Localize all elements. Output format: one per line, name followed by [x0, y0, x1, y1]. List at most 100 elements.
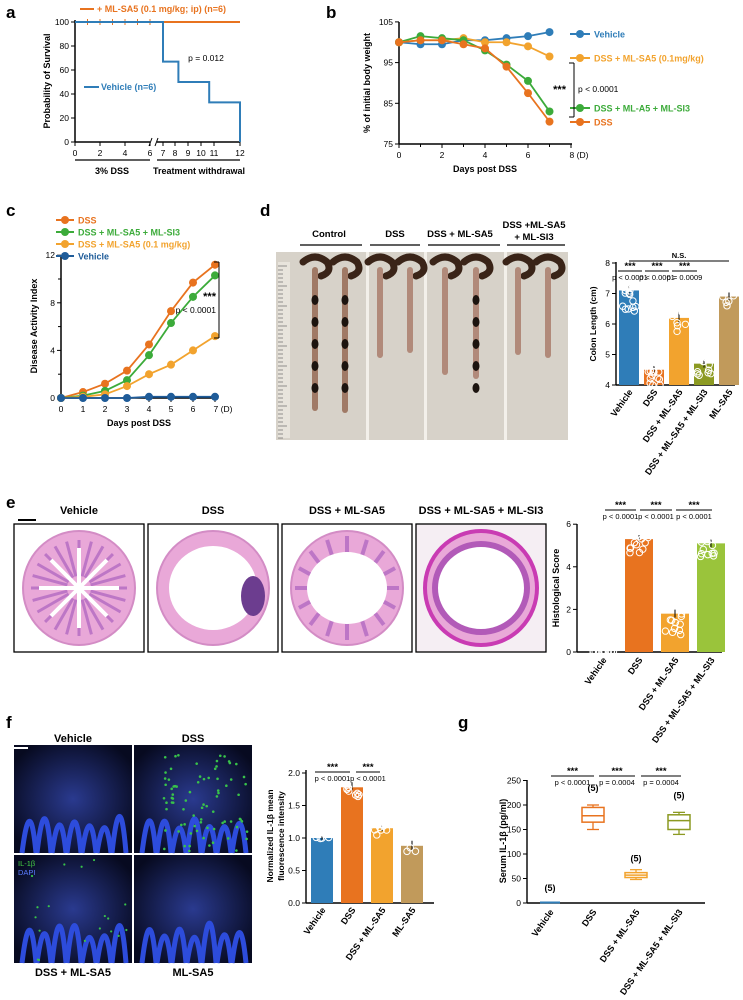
il1b-signal [38, 929, 41, 932]
fecal-pellet [472, 339, 480, 349]
panel-letter-g: g [458, 713, 468, 732]
il1b-signal [223, 755, 226, 758]
panel-letter-c: c [6, 201, 15, 220]
il1b-signal [240, 820, 244, 823]
data-point [663, 589, 671, 598]
data-point [705, 356, 713, 364]
data-point [719, 292, 727, 301]
data-point [459, 40, 468, 49]
il1b-signal [202, 836, 205, 840]
sig-pvalue: p = 0.0004 [643, 778, 679, 787]
il1b-signal [229, 820, 233, 823]
data-point [622, 284, 631, 292]
data-point [678, 309, 687, 317]
data-point [145, 340, 153, 349]
il1b-signal [199, 820, 203, 824]
x-tick-label: 4 [123, 148, 128, 158]
dapi-crypt [79, 935, 99, 964]
panel-a-survival: 0 20 40 60 80 100 0 2 4 6 7 8 9 10 11 12 Probability of… [42, 4, 245, 176]
data-point [720, 285, 728, 293]
il1b-signal [216, 789, 220, 792]
il1b-signal [215, 765, 218, 768]
x-tick-label: 8 [173, 148, 178, 158]
inflammation [241, 576, 265, 616]
y-tick-label: 40 [60, 89, 70, 99]
data-point [674, 595, 683, 603]
bar-4 [719, 296, 739, 385]
data-point [643, 521, 652, 529]
mucosa [432, 541, 530, 635]
bar-3 [697, 543, 725, 652]
y-tick-label: 1.0 [288, 833, 300, 843]
crypt [32, 574, 68, 587]
x-tick-label: Vehicle [530, 907, 556, 938]
il1b-signal [202, 803, 205, 806]
data-point [660, 599, 668, 608]
n-label: (5) [631, 854, 642, 864]
panel-letter-a: a [6, 3, 16, 22]
fecal-pellet [341, 317, 349, 327]
data-point [710, 549, 718, 557]
data-point [599, 648, 607, 656]
data-point [712, 532, 720, 540]
bar-3 [401, 845, 423, 903]
y-tick-label: 95 [384, 58, 394, 68]
data-point [681, 592, 689, 600]
data-point [600, 647, 608, 655]
data-point [609, 648, 618, 656]
il1b-signal [211, 841, 215, 845]
data-point [353, 789, 362, 798]
data-point [545, 117, 554, 126]
y-tick-label: 0 [50, 393, 55, 403]
il1b-signal [36, 958, 40, 961]
lumen [39, 548, 119, 628]
data-point [649, 381, 657, 389]
legend-label: DSS [594, 118, 613, 128]
legend-marker [61, 252, 69, 260]
data-point [633, 521, 641, 529]
dapi-crypt [229, 820, 249, 854]
if-title: DSS + ML-SA5 [35, 967, 111, 979]
il1b-signal [80, 865, 83, 868]
panel-b-xlabel: Days post DSS [453, 164, 517, 174]
crypt [65, 541, 78, 577]
y-tick-label: 4 [605, 380, 610, 390]
y-tick-label: 7 [605, 289, 610, 299]
il1b-signal [223, 820, 227, 823]
lumen [169, 546, 257, 630]
data-point [675, 599, 683, 607]
il1b-signal [192, 814, 195, 817]
il1b-signal [170, 801, 174, 804]
cecum [429, 253, 463, 280]
x-tick-label: DSS [641, 387, 660, 408]
sig-pvalue: p < 0.0001 [315, 774, 351, 783]
fecal-pellet [311, 339, 319, 349]
il1b-signal [196, 780, 200, 784]
il1b-signal [235, 825, 239, 829]
panel-b-stars: *** [553, 84, 567, 96]
sig-pvalue: p < 0.0001 [350, 774, 386, 783]
dapi-crypt [214, 932, 234, 964]
sig-stars: *** [651, 261, 662, 272]
data-point [145, 351, 153, 360]
data-point [591, 648, 599, 656]
il1b-signal [165, 807, 168, 811]
il1b-signal [184, 799, 188, 802]
x-tick-label: 7 (D) [214, 404, 233, 414]
il1b-signal [195, 762, 198, 765]
il1b-signal [164, 771, 167, 774]
data-point [655, 350, 663, 358]
data-point [705, 361, 713, 369]
il1b-signal [212, 827, 216, 831]
data-point [524, 42, 532, 51]
crypt [88, 562, 122, 584]
il1b-signal [124, 903, 127, 906]
x-tick-label: 6 [526, 150, 531, 160]
data-point [545, 28, 554, 37]
il1b-signal [235, 762, 238, 766]
data-point [697, 350, 705, 358]
legend-marker [576, 54, 584, 62]
data-point [123, 382, 131, 391]
sig-pvalue: p < 0.0001 [603, 512, 639, 521]
il1b-signal [34, 916, 37, 919]
